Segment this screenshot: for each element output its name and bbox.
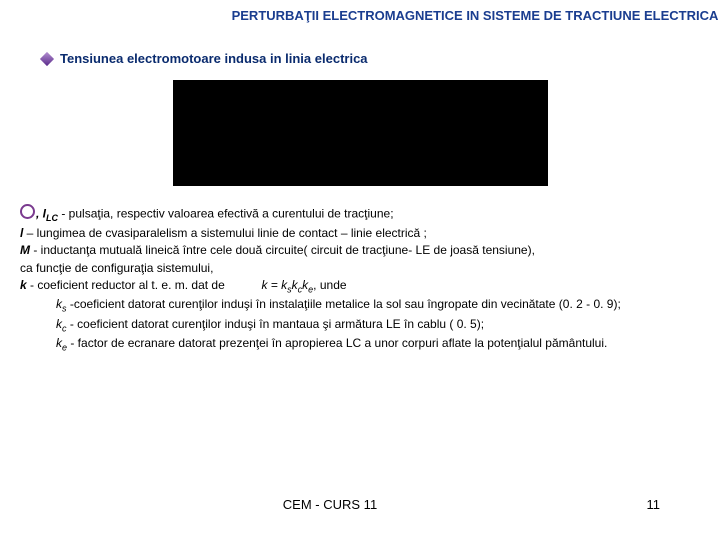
- omega-prefix: , I: [36, 206, 46, 220]
- formula-placeholder-box: [173, 80, 548, 186]
- diamond-bullet-icon: [40, 51, 54, 65]
- k-line: k - coeficient reductor al t. e. m. dat …: [20, 277, 700, 296]
- m-line-2: ca funcţie de configuraţia sistemului,: [20, 260, 700, 277]
- k-formula: k = kskcke: [261, 278, 313, 292]
- omega-icon: [20, 204, 36, 224]
- omega-sub: LC: [46, 213, 58, 223]
- slide-page: PERTURBAŢII ELECTROMAGNETICE IN SISTEME …: [0, 0, 720, 540]
- l-line: l – lungimea de cvasiparalelism a sistem…: [20, 225, 700, 242]
- definitions-block: , ILC - pulsaţia, respectiv valoarea efe…: [20, 204, 700, 355]
- omega-line: , ILC - pulsaţia, respectiv valoarea efe…: [20, 204, 700, 225]
- omega-rest: - pulsaţia, respectiv valoarea efectivă …: [58, 206, 394, 220]
- subheading-text: Tensiunea electromotoare indusa in linia…: [60, 51, 368, 66]
- ke-line: ke - factor de ecranare datorat prezenţe…: [20, 335, 700, 354]
- m-line: M - inductanţa mutuală lineică între cel…: [20, 242, 700, 259]
- page-header-title: PERTURBAŢII ELECTROMAGNETICE IN SISTEME …: [230, 8, 720, 23]
- footer-course: CEM - CURS 11: [0, 497, 720, 512]
- subheading-row: Tensiunea electromotoare indusa in linia…: [42, 51, 700, 66]
- footer-page-number: 11: [647, 497, 661, 512]
- kc-line: kc - coeficient datorat curenţilor induş…: [20, 316, 700, 335]
- ks-line: ks -coeficient datorat curenţilor induşi…: [20, 296, 700, 315]
